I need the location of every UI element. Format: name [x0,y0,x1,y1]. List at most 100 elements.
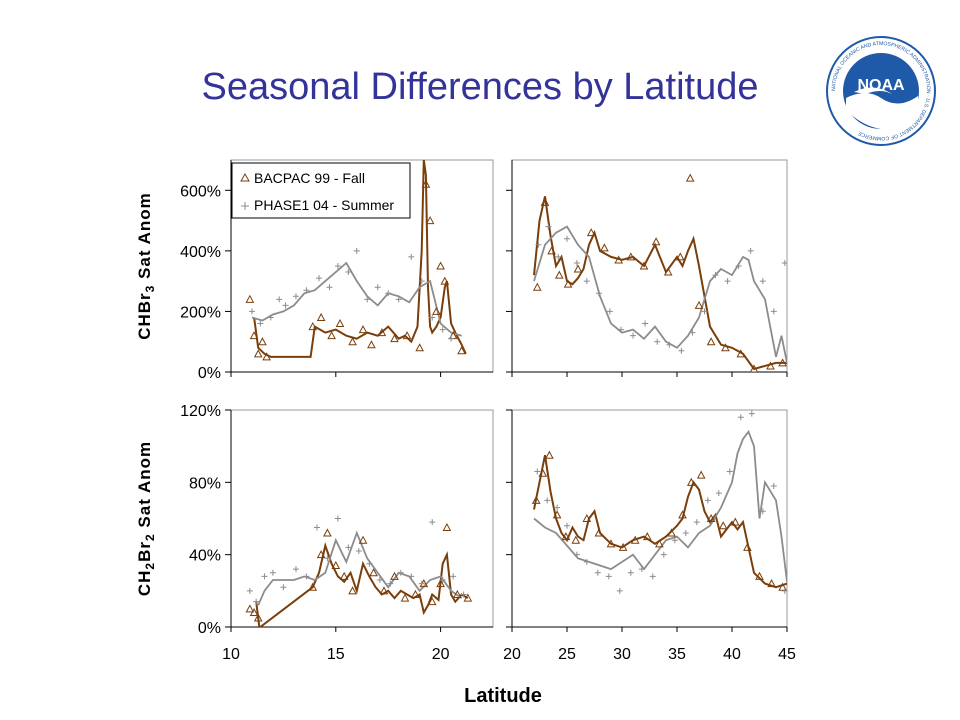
data-point-triangle [540,197,550,206]
data-point-plus [282,302,289,309]
data-point-triangle [358,535,368,544]
data-point-plus [397,569,404,576]
data-point-plus [257,320,264,327]
data-point-plus [573,551,580,558]
logo-text: NOAA [857,77,905,94]
data-point-triangle [245,604,255,613]
data-point-plus [355,548,362,555]
legend-label-summer: PHASE1 04 - Summer [254,197,394,213]
data-point-triangle [327,331,336,340]
data-point-plus [418,580,425,587]
data-point-triangle [432,306,441,315]
data-point-plus [450,573,457,580]
data-point-triangle [778,582,787,591]
data-point-triangle [427,597,437,606]
data-point-triangle [463,593,473,602]
data-point-triangle [253,349,263,358]
data-point-plus [605,573,612,580]
data-point-plus [689,329,696,336]
y-tick-label: 0% [198,365,221,382]
data-point-triangle [538,468,548,477]
data-point-triangle [411,589,420,598]
data-point-plus [303,287,310,294]
data-point-plus [666,341,673,348]
data-point-triangle [586,228,596,237]
data-point-plus [269,569,276,576]
data-point-plus [671,537,678,544]
data-point-plus [544,497,551,504]
data-point-triangle [594,528,604,537]
data-point-plus [770,482,777,489]
data-point-plus [693,519,700,526]
data-point-plus [545,223,552,230]
data-point-plus [313,524,320,531]
data-point-plus [712,272,719,279]
legend: BACPAC 99 - Fall PHASE1 04 - Summer [231,162,411,219]
data-point-triangle [415,343,424,352]
data-point-triangle [545,450,554,459]
data-point-triangle [561,532,571,541]
data-point-plus [682,529,689,536]
data-point-plus [429,314,436,321]
data-point-triangle [618,542,628,551]
data-point-plus [292,293,299,300]
data-point-triangle [440,276,450,285]
data-point-plus [276,296,283,303]
data-point-plus [759,508,766,515]
data-point-plus [334,263,341,269]
plot-area [531,410,787,594]
data-point-plus [616,587,623,594]
data-point-triangle [736,349,746,358]
data-point-triangle [379,586,389,595]
data-point-triangle [316,550,326,559]
data-point-triangle [685,173,695,182]
legend-marker-plus [241,202,249,210]
data-point-plus [770,308,777,315]
noaa-logo: NOAA NATIONAL OCEANIC AND ATMOSPHERIC AD… [826,36,936,146]
data-point-plus [246,587,253,594]
data-point-plus [364,296,371,303]
data-point-triangle [425,216,435,225]
data-point-triangle [348,337,357,346]
y-tick-label: 200% [180,304,221,321]
x-tick-label: 20 [432,646,450,663]
data-point-plus [334,515,341,522]
data-point-triangle [547,246,556,255]
x-tick-label: 30 [613,646,631,663]
data-point-triangle [308,322,318,331]
x-tick-label: 20 [503,646,521,663]
data-point-plus [606,308,613,315]
data-point-plus [374,284,381,291]
data-point-triangle [614,255,624,264]
data-point-plus [583,558,590,565]
data-point-plus [534,468,541,475]
data-point-plus [724,278,731,285]
data-point-plus [353,247,360,254]
data-point-triangle [402,331,412,340]
series-line [255,542,469,627]
data-point-triangle [767,579,776,588]
data-point-plus [748,410,755,417]
data-point-plus [345,544,352,551]
data-point-triangle [718,521,728,530]
x-tick-label: 35 [668,646,686,663]
data-point-plus [408,573,415,580]
series-line [533,196,787,371]
plot-area [532,173,787,372]
data-point-plus [781,259,787,266]
data-point-triangle [639,261,649,270]
data-point-triangle [655,539,664,548]
data-point-triangle [743,542,752,551]
data-point-plus [366,560,373,567]
data-point-triangle [749,364,759,372]
data-point-plus [555,253,562,260]
data-point-triangle [436,261,445,270]
data-point-plus [535,241,542,248]
data-point-plus [704,497,711,504]
data-point-triangle [348,586,357,595]
y-tick-label: 120% [180,403,221,420]
data-point-triangle [390,571,399,580]
data-point-triangle [253,613,263,622]
data-point-plus [448,335,455,342]
